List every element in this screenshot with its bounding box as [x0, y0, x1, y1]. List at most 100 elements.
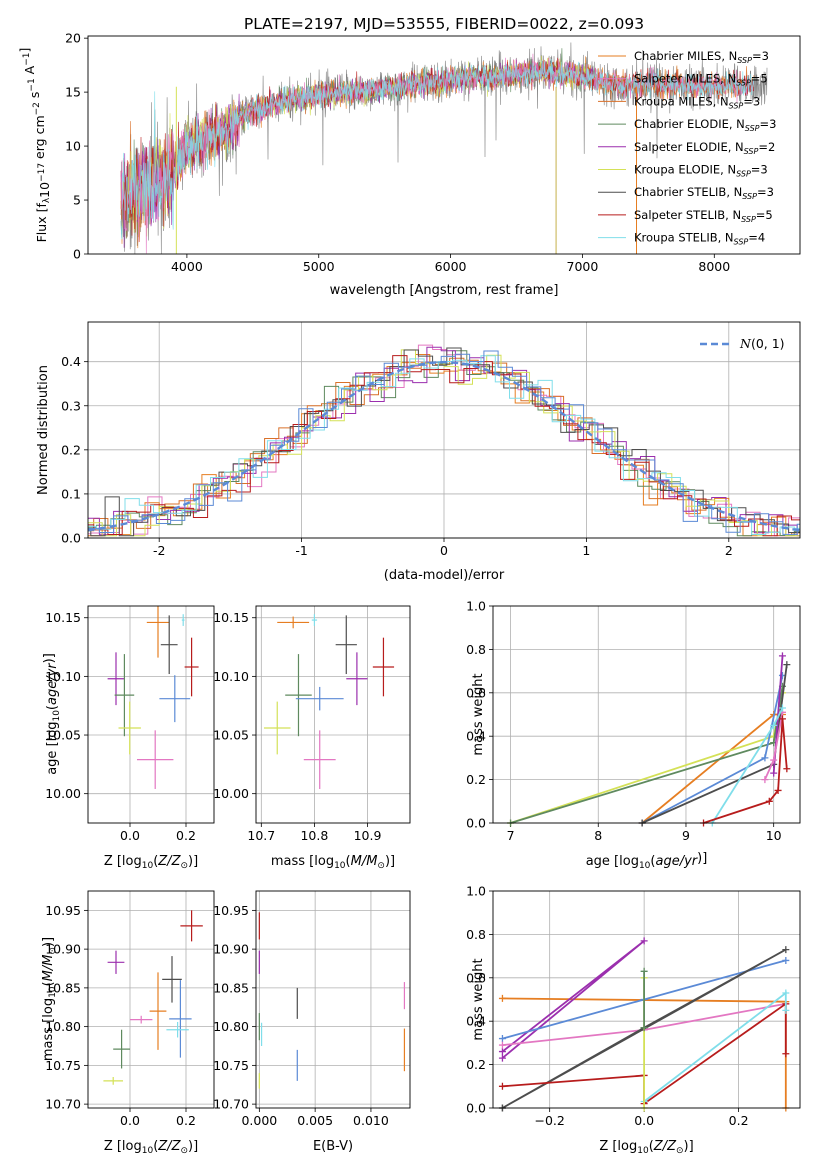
x-axis-label: Z [log10(Z/Z⊙)] [599, 1139, 693, 1156]
weight-marker [761, 754, 769, 762]
x-tick-label: 10.7 [247, 828, 275, 843]
y-tick-label: 10.15 [45, 610, 81, 625]
x-tick-label: 0.2 [176, 1113, 196, 1128]
y-axis-label: Flux [fλ10−17 erg cm−2 s−1 A−1] [17, 48, 52, 243]
weight-marker [770, 721, 778, 729]
panel-weight_vs_Z: −0.2 0.0 0.2 0.0 0.2 0.4 0.6 0.8 1.0 Z [log10(Z/Z… [466, 884, 801, 1156]
weight-line [641, 675, 784, 824]
y-tick-label: 10.95 [213, 903, 249, 918]
y-tick-label: 5 [73, 193, 81, 208]
y-tick-label: 15 [65, 85, 81, 100]
y-tick-label: 10.75 [45, 1058, 81, 1073]
errorbar-point [277, 616, 310, 629]
weight-marker [782, 1050, 790, 1058]
weight-marker [783, 661, 791, 669]
y-tick-label: 0 [73, 247, 81, 262]
weight-marker [498, 1082, 506, 1090]
errorbar-point [184, 637, 199, 697]
axes-frame [87, 605, 215, 824]
panel-residuals: -2 -1 0 1 2 0.0 0.1 0.2 0.3 0.4 N(0, 1) (data-model… [36, 321, 801, 583]
y-tick-label: 10.70 [45, 1097, 81, 1112]
weight-marker [783, 765, 791, 773]
y-tick-label: 0.0 [466, 816, 486, 831]
weight-marker [778, 704, 786, 712]
axes-frame [255, 605, 411, 824]
x-tick-label: 10 [766, 828, 782, 843]
weight-marker [498, 1054, 506, 1062]
x-axis-label: (data-model)/error [384, 568, 505, 583]
x-tick-label: −0.2 [534, 1113, 564, 1128]
errorbar-point [181, 614, 185, 626]
y-tick-label: 1.0 [466, 599, 486, 614]
errorbar-point [130, 1015, 153, 1024]
figure-title: PLATE=2197, MJD=53555, FIBERID=0022, z=0… [244, 15, 644, 33]
axes-frame [492, 605, 801, 824]
age_vs_mass-plot-area [263, 614, 395, 789]
x-tick-label: 6000 [435, 259, 467, 274]
y-tick-label: 10.90 [213, 942, 249, 957]
y-tick-label: 10.10 [45, 669, 81, 684]
errorbar-point [107, 652, 125, 706]
x-tick-label: 10.9 [354, 828, 382, 843]
residual-hist [88, 355, 800, 535]
legend-label: N(0, 1) [739, 336, 785, 351]
y-tick-label: 10.85 [45, 980, 81, 995]
axes-frame [255, 890, 411, 1109]
errorbar-point [335, 615, 357, 675]
y-tick-label: 10.80 [45, 1019, 81, 1034]
weight-marker [640, 937, 648, 945]
weight-marker [778, 715, 786, 723]
y-axis-label: Normed distribution [36, 365, 51, 495]
residuals-plot-area [88, 344, 800, 537]
errorbar-point [149, 972, 167, 1050]
y-tick-label: 0.2 [466, 1057, 486, 1072]
weight-marker [761, 776, 769, 784]
y-tick-label: 1.0 [466, 884, 486, 899]
y-tick-label: 0.4 [466, 1014, 486, 1029]
x-tick-label: 0.0 [120, 828, 140, 843]
x-tick-label: 0.000 [241, 1113, 277, 1128]
weight-marker [782, 1006, 790, 1014]
y-tick-label: 10.05 [213, 728, 249, 743]
x-tick-label: 8 [594, 828, 602, 843]
x-tick-label: 9 [682, 828, 690, 843]
weight-marker [770, 769, 778, 777]
x-axis-label: mass [log10(M/M⊙)] [271, 854, 395, 871]
y-tick-label: 10.70 [213, 1097, 249, 1112]
panel-mass_vs_Z: 0.0 0.2 10.70 10.75 10.80 10.85 10.90 10.95 Z [l… [41, 890, 215, 1156]
x-tick-label: 7000 [567, 259, 599, 274]
errorbar-point [103, 1077, 123, 1085]
y-tick-label: 0.0 [466, 1101, 486, 1116]
x-tick-label: 0 [440, 543, 448, 558]
errorbar-point [303, 730, 336, 789]
y-tick-label: 0.3 [61, 398, 81, 413]
weight-line [641, 664, 788, 824]
errorbar-point [311, 614, 318, 626]
y-tick-label: 10.00 [213, 786, 249, 801]
y-axis-label: age [log10(age/yr)] [42, 653, 62, 775]
residual-hist [88, 350, 800, 535]
x-tick-label: -1 [295, 543, 307, 558]
errorbar-point [118, 701, 141, 755]
weight-marker [498, 1041, 506, 1049]
x-tick-label: 0.2 [729, 1113, 749, 1128]
weight-marker [778, 652, 786, 660]
x-tick-label: 0.010 [353, 1113, 389, 1128]
legend-label: Salpeter MILES, NSSP=5 [634, 72, 768, 88]
y-tick-label: 0.2 [61, 442, 81, 457]
spectrum-plot-area [120, 42, 768, 254]
y-tick-label: 10.00 [45, 786, 81, 801]
x-tick-label: -2 [153, 543, 165, 558]
errorbar-point [146, 606, 170, 658]
errorbar-point [169, 980, 192, 1058]
y-axis-label: mass weight [471, 673, 486, 755]
y-tick-label: 10.05 [45, 728, 81, 743]
weight-marker [498, 994, 506, 1002]
y-tick-label: 10 [65, 139, 81, 154]
y-tick-label: 0.6 [466, 970, 486, 985]
legend-label: Chabrier MILES, NSSP=3 [634, 49, 769, 65]
legend-label: Kroupa STELIB, NSSP=4 [634, 231, 765, 247]
errorbar-point [166, 1021, 189, 1038]
y-tick-label: 10.90 [45, 942, 81, 957]
